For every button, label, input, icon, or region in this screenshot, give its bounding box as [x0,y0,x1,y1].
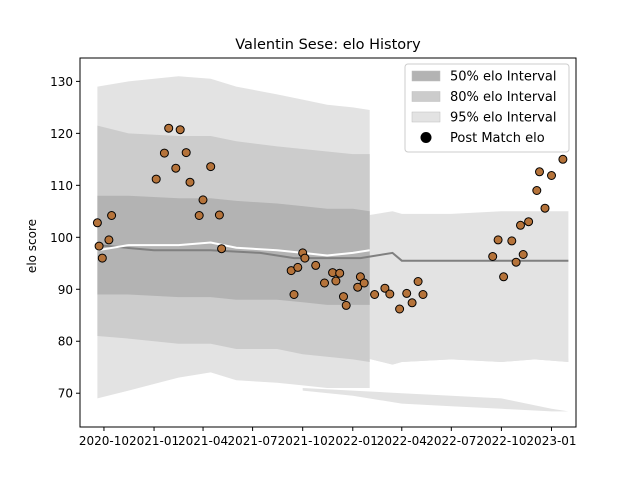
data-point [289,290,299,299]
data-point [164,123,174,133]
series-c-tail-band [302,388,569,412]
x-tick-label: 2021-07 [228,434,278,448]
legend-label: 95% elo Interval [450,111,557,126]
data-point [320,278,329,288]
x-tick-label: 2021-04 [178,434,228,448]
data-point [94,241,104,251]
chart-title: Valentin Sese: elo History [235,37,421,53]
data-point [547,171,556,180]
data-point [97,253,107,263]
series-b-mean-line [97,244,569,262]
data-point [339,292,348,302]
x-tick-label: 2021-10 [278,434,328,448]
data-point [92,218,102,228]
data-point [194,211,204,220]
data-point [104,235,114,245]
data-point [171,163,181,173]
legend-box [404,63,570,153]
data-point [151,174,161,184]
y-tick-label: 130 [50,75,73,89]
data-point [407,298,417,308]
data-point [159,148,169,158]
y-tick-label: 90 [58,283,73,297]
data-point [311,260,321,270]
plot-frame [79,57,577,428]
legend-label: Post Match elo [450,131,545,146]
x-tick-label: 2022-10 [476,434,526,448]
data-point [107,211,117,220]
x-tick-label: 2022-04 [377,434,427,448]
data-point [535,167,544,177]
legend-label: 50% elo Interval [450,70,557,85]
series-a-band50 [97,195,370,305]
data-point [359,278,369,288]
x-tick-label: 2022-07 [426,434,476,448]
y-axis-label: elo score [25,219,39,273]
y-tick-label: 120 [50,127,73,141]
y-tick-label: 70 [58,387,73,401]
data-point [175,125,185,135]
legend-marker [420,132,432,143]
data-point [181,148,191,158]
data-point [540,203,550,213]
legend-label: 80% elo Interval [450,90,557,105]
data-point [385,289,395,299]
data-point [335,268,345,278]
data-point [353,282,363,292]
data-point [370,290,380,299]
data-point [341,300,351,310]
data-point [524,217,534,227]
data-point [206,162,216,172]
data-point [185,177,195,187]
data-point [380,283,390,293]
data-point [493,235,503,245]
data-point [402,288,412,298]
data-point [532,186,542,195]
data-point [518,250,528,259]
data-point [413,277,423,286]
y-tick-label: 110 [50,179,73,193]
y-tick-label: 100 [50,231,73,245]
legend-swatch [411,70,441,82]
x-tick-label: 2021-01 [129,434,179,448]
data-point [217,244,227,254]
data-point [395,304,405,314]
series-a-mean-line [97,241,370,257]
data-point [300,253,310,263]
data-point [511,257,521,267]
x-tick-label: 2022-01 [328,434,378,448]
data-point [558,154,568,164]
data-point [198,195,208,205]
data-point [488,252,498,261]
data-point [418,290,428,299]
data-point [293,262,303,272]
legend: 50% elo Interval 80% elo Interval 95% elo … [404,63,570,153]
data-point [499,272,509,282]
data-point [516,220,525,230]
x-tick-label: 2020-10 [79,434,129,448]
legend-swatch [411,111,441,123]
legend-swatch [411,91,441,102]
x-tick-label: 2023-01 [526,434,576,448]
data-point [214,210,224,220]
data-point [507,236,517,246]
y-tick-label: 80 [58,335,73,349]
data-point [331,276,341,286]
